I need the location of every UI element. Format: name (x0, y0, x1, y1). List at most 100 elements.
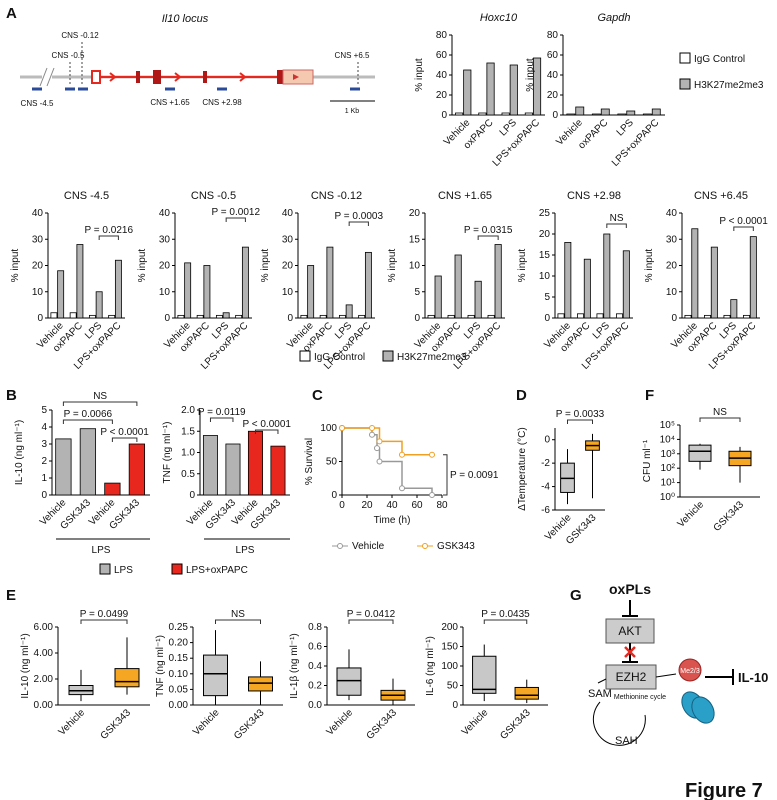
bar (474, 280, 482, 319)
bar (478, 112, 487, 116)
y-tick-label: 10 (539, 271, 551, 282)
y-tick-label: 20 (32, 261, 44, 272)
bar (691, 228, 699, 319)
point (376, 458, 383, 465)
figure-label: Figure 7 (685, 780, 763, 800)
y-tick-label: 40 (666, 208, 678, 219)
bracket (699, 417, 741, 422)
y-tick-label: 40 (282, 208, 294, 219)
chart: 10⁰ 10¹ 10² 10³ 10⁴ 10⁵ CFU ml⁻¹ Vehicle GSK343 N… (642, 407, 760, 534)
y-tick-label: 0 (189, 490, 195, 501)
cns-label: CNS -4.5 (21, 99, 54, 108)
annotation: P = 0.0412 (347, 609, 396, 620)
bracket (733, 226, 754, 231)
y-tick-label: 20 (547, 90, 559, 101)
y-axis-label: % input (525, 58, 536, 92)
bar (591, 113, 601, 116)
break-mark (39, 67, 48, 87)
y-tick-label: 80 (547, 30, 559, 41)
y-tick-label: 40 (159, 208, 171, 219)
y-tick-label: 10² (661, 463, 676, 474)
bar (486, 62, 495, 116)
box (114, 668, 140, 688)
bracket (254, 429, 279, 434)
box (514, 686, 539, 700)
cycle (592, 701, 646, 746)
chart-title: CNS -0.5 (191, 190, 236, 202)
bar (55, 438, 72, 496)
bar (596, 313, 604, 319)
y-tick-label: 200 (441, 622, 458, 633)
y-tick-label: 20 (409, 208, 421, 219)
box (688, 444, 712, 462)
panel-label: E (6, 587, 16, 604)
bar (501, 112, 510, 116)
x-tick-label: 20 (361, 500, 373, 511)
bar (114, 259, 122, 319)
y-axis-label: IL-10 (ng ml⁻¹) (20, 633, 31, 698)
bar (95, 291, 103, 319)
y-tick-label: 0.6 (308, 642, 322, 653)
annotation: P < 0.0001 (100, 427, 149, 438)
bracket (80, 619, 128, 624)
group-label: LPS (92, 545, 111, 556)
y-tick-label: 20 (436, 90, 448, 101)
y-tick-label: 10 (282, 287, 294, 298)
y-tick-label: 4.00 (34, 648, 54, 659)
exon (203, 71, 207, 83)
bar (235, 314, 243, 319)
y-tick-label: 20 (539, 229, 551, 240)
bar (215, 314, 223, 319)
locus-diagram: Il10 locus CNS -4.5 CNS -0.5 CNS -0.12 C… (20, 13, 375, 115)
y-tick-label: 0 (331, 490, 337, 501)
y-tick-label: 0.00 (169, 700, 189, 711)
y-axis-label: % Survival (304, 438, 315, 485)
chart-title: Gapdh (597, 12, 630, 24)
y-tick-label: 2.00 (34, 674, 54, 685)
bar (467, 314, 475, 319)
bar (454, 254, 462, 319)
annotation: P = 0.0315 (464, 225, 513, 236)
gene-arrows (109, 72, 247, 82)
point (369, 431, 375, 438)
panel-label: C (312, 387, 323, 404)
y-axis-label: % input (517, 249, 528, 283)
bar (427, 314, 435, 319)
bar (128, 443, 146, 496)
bar (196, 314, 204, 319)
bar (651, 108, 661, 116)
x-tick-label: GSK343 (712, 499, 747, 534)
bracket (567, 419, 593, 424)
y-tick-label: 25 (539, 208, 551, 219)
chart: 0.0 0.2 0.4 0.6 0.8 IL-1β (ng ml⁻¹) Vehicle GSK… (289, 609, 415, 742)
cns-label: CNS +6.5 (335, 51, 370, 60)
bar (319, 314, 327, 319)
bar (76, 244, 84, 319)
y-tick-label: 1.5 (181, 426, 195, 437)
arrow (597, 678, 607, 684)
y-axis-label: % input (387, 249, 398, 283)
bar (307, 265, 315, 319)
exon (153, 70, 161, 84)
y-tick-label: 30 (32, 234, 44, 245)
bracket (62, 419, 113, 424)
pathway-diagram: oxPLs AKT EZH2 SAM Methionine cycle SAH … (588, 581, 768, 747)
annotation: P = 0.0119 (198, 407, 246, 418)
cns-label: CNS -0.12 (61, 31, 99, 40)
leaders (69, 42, 359, 85)
exon (91, 70, 101, 84)
y-axis-label: % input (137, 249, 148, 283)
box (203, 654, 228, 697)
y-tick-label: 0 (414, 313, 420, 324)
bracket (606, 223, 627, 228)
legend-label: GSK343 (437, 541, 475, 552)
bracket (111, 437, 138, 442)
bracket (477, 235, 499, 240)
group-label: LPS (236, 545, 255, 556)
y-tick-label: 15 (409, 234, 421, 245)
bracket (209, 417, 234, 422)
y-tick-label: 50 (326, 457, 338, 468)
annotation: P = 0.0066 (64, 409, 113, 420)
